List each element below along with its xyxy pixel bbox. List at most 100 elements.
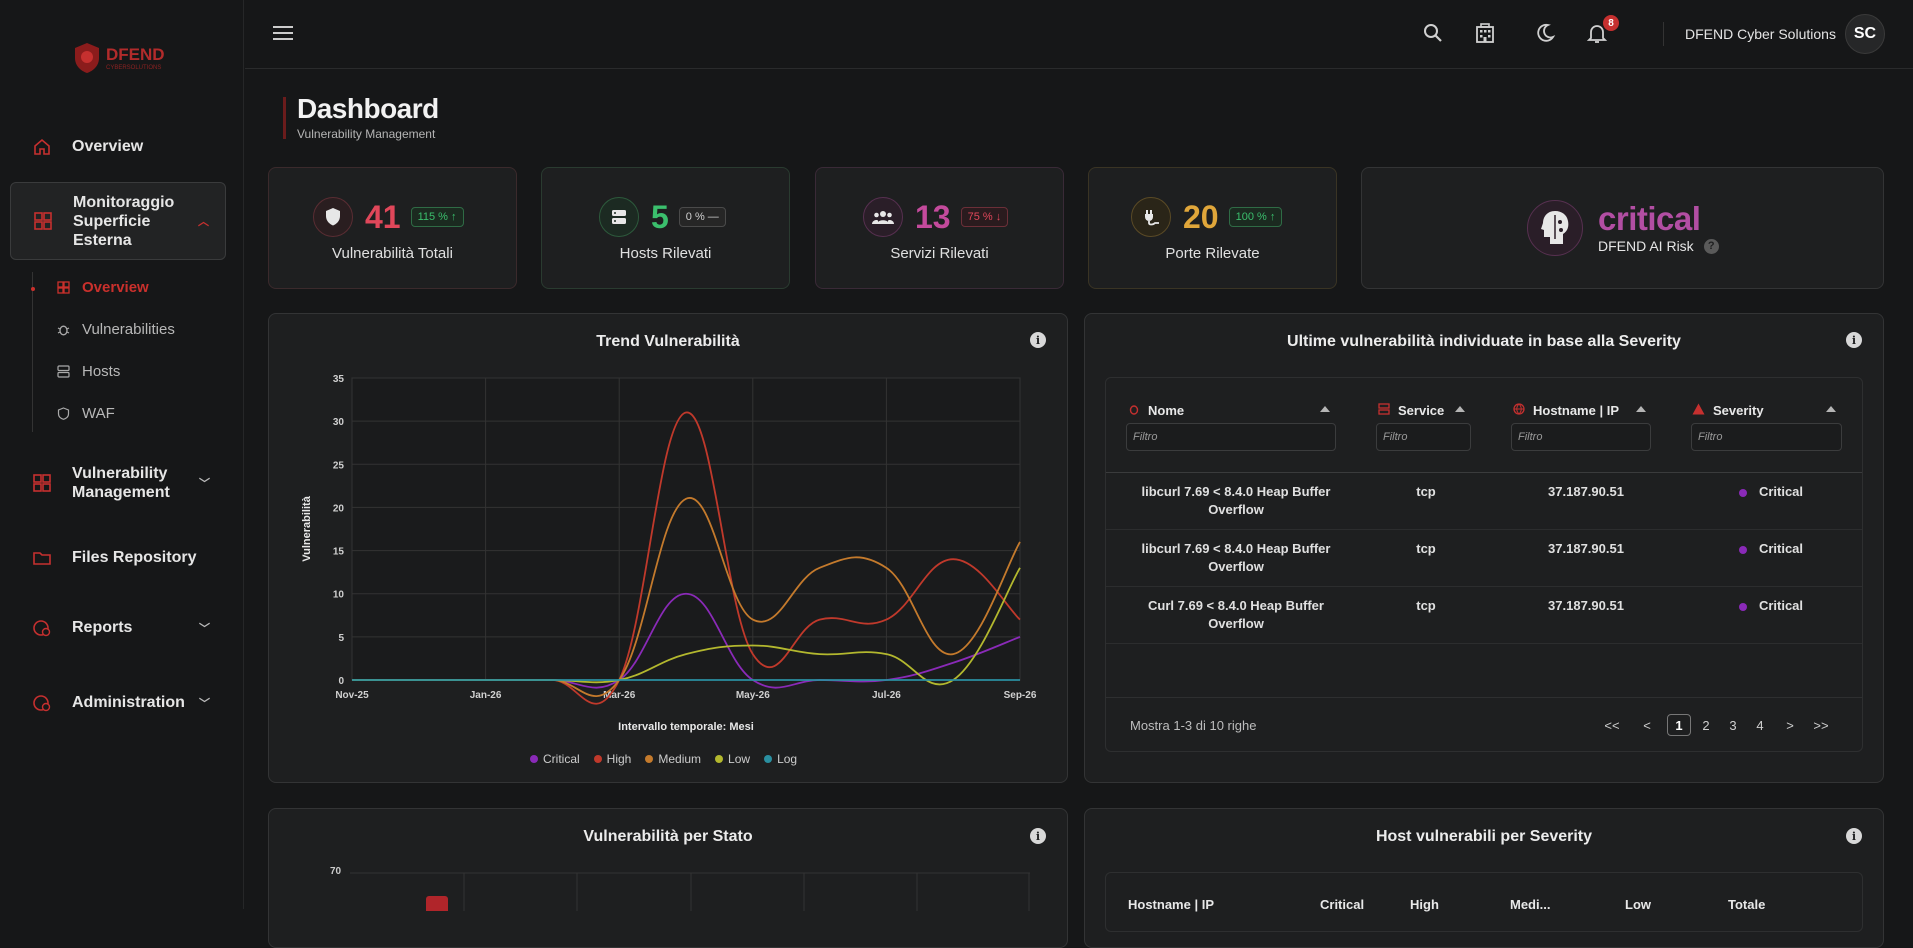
y-tick-label: 15 [333, 547, 345, 558]
cell-severity: Critical [1716, 483, 1826, 501]
stat-card-vulnerabilities[interactable] [268, 167, 517, 289]
cell-service: tcp [1416, 541, 1436, 556]
x-tick-label: Jul-26 [872, 690, 901, 701]
severity-label: Critical [1758, 541, 1804, 556]
col-header-hostname[interactable]: Hostname | IP [1513, 403, 1619, 418]
legend-item[interactable]: Low [715, 752, 750, 766]
subitem-label: Vulnerabilities [82, 321, 175, 338]
sidebar-item-vulnerability-management[interactable]: Vulnerability Management ﹀ [10, 463, 226, 503]
stat-card-ports[interactable] [1088, 167, 1337, 289]
sidebar-item-administration[interactable]: Administration ﹀ [10, 690, 226, 716]
header-divider [1106, 472, 1862, 473]
company-name[interactable]: DFEND Cyber Solutions [1685, 26, 1836, 42]
sort-asc-icon[interactable] [1320, 406, 1330, 412]
cell-name: libcurl 7.69 < 8.4.0 Heap Buffer Overflo… [1141, 541, 1331, 574]
col-header[interactable]: Critical [1320, 897, 1365, 912]
filter-service[interactable] [1376, 423, 1471, 451]
filter-nome[interactable] [1126, 423, 1336, 451]
info-icon[interactable]: i [1846, 828, 1862, 844]
info-icon[interactable]: i [1030, 332, 1046, 348]
trend-chart[interactable]: 0 5 10 15 20 25 30 35 Nov-25 Jan-26 Mar-26 May-26 Ju… [290, 365, 1050, 745]
sort-asc-icon[interactable] [1636, 406, 1646, 412]
stat-card-services[interactable] [815, 167, 1064, 289]
info-icon[interactable]: i [1846, 332, 1862, 348]
x-tick-label: Sep-26 [1004, 690, 1037, 701]
legend-item[interactable]: Log [764, 752, 797, 766]
sidebar-item-files-repository[interactable]: Files Repository [10, 545, 226, 571]
subitem-label: Hosts [82, 363, 121, 380]
filter-severity[interactable] [1691, 423, 1842, 451]
cell-service: tcp [1416, 484, 1436, 499]
bell-icon[interactable] [1586, 22, 1610, 46]
col-header-nome[interactable]: Nome [1128, 403, 1184, 418]
subitem-overview[interactable]: Overview [56, 279, 149, 296]
x-tick-label: Nov-25 [335, 690, 369, 701]
col-header[interactable]: Hostname | IP [1128, 897, 1214, 912]
building-icon[interactable] [1474, 22, 1498, 46]
divider [1663, 22, 1664, 46]
risk-card[interactable] [1361, 167, 1884, 289]
col-header[interactable]: Totale [1728, 897, 1766, 912]
stat-value: 20 [1183, 198, 1219, 235]
stat-delta: 115 % ↑ [410, 207, 464, 227]
page-button[interactable]: 4 [1756, 717, 1764, 733]
y-axis-label: Vulnerabilità [301, 495, 313, 561]
subitem-vulnerabilities[interactable]: Vulnerabilities [56, 321, 175, 338]
avatar[interactable]: SC [1845, 14, 1885, 54]
legend-item[interactable]: High [593, 752, 631, 766]
filter-hostname[interactable] [1511, 423, 1651, 451]
info-icon[interactable]: i [1030, 828, 1046, 844]
legend-item[interactable]: Critical [530, 752, 580, 766]
page-title: Dashboard [297, 93, 439, 124]
pagination-info: Mostra 1-3 di 10 righe [1130, 718, 1257, 733]
sidebar-item-overview[interactable]: Overview [10, 134, 226, 160]
col-header-service[interactable]: Service [1378, 403, 1444, 418]
risk-value: critical [1598, 200, 1701, 237]
status-chart[interactable] [350, 871, 1030, 911]
legend-swatch [764, 755, 773, 763]
subitem-hosts[interactable]: Hosts [56, 363, 120, 380]
sort-asc-icon[interactable] [1826, 406, 1836, 412]
latest-vulns-card [1084, 313, 1884, 783]
x-tick-label: May-26 [736, 690, 770, 701]
page-button[interactable]: 3 [1729, 717, 1737, 733]
report-icon [30, 616, 54, 640]
col-header[interactable]: Medi... [1510, 897, 1551, 912]
col-header[interactable]: High [1410, 897, 1439, 912]
stat-row: 41 115 % ↑ [313, 197, 464, 237]
stat-delta: 0 % — [678, 207, 726, 227]
col-header[interactable]: Low [1625, 897, 1651, 912]
x-tick-label: Mar-26 [603, 690, 636, 701]
help-icon[interactable]: ? [1703, 238, 1719, 254]
legend-swatch [715, 755, 724, 763]
subitem-waf[interactable]: WAF [56, 405, 115, 422]
dfend-logo[interactable]: DFEND CYBERSOLUTIONS [72, 38, 192, 78]
moon-icon[interactable] [1534, 22, 1558, 46]
admin-icon [30, 691, 54, 715]
page-button[interactable]: >> [1813, 717, 1829, 733]
sidebar-item-reports[interactable]: Reports ﹀ [10, 615, 226, 641]
table-row[interactable]: libcurl 7.69 < 8.4.0 Heap Buffer Overflo… [1106, 473, 1862, 530]
table-row[interactable]: libcurl 7.69 < 8.4.0 Heap Buffer Overflo… [1106, 530, 1862, 587]
page-button[interactable]: << [1604, 717, 1620, 733]
folder-icon [30, 546, 54, 570]
cell-severity: Critical [1716, 597, 1826, 615]
table-row[interactable]: Curl 7.69 < 8.4.0 Heap Buffer Overflow tc… [1106, 587, 1862, 644]
topbar [245, 0, 1913, 69]
legend-item[interactable]: Medium [645, 752, 701, 766]
page-button[interactable]: 2 [1702, 717, 1710, 733]
sort-asc-icon[interactable] [1455, 406, 1465, 412]
page-button[interactable]: 1 [1667, 714, 1691, 736]
page-button[interactable]: > [1786, 717, 1794, 733]
logo-text: DFEND [106, 45, 165, 64]
stat-row: 20 100 % ↑ [1131, 197, 1283, 237]
stat-card-hosts[interactable] [541, 167, 790, 289]
menu-toggle-icon[interactable] [273, 26, 293, 44]
globe-icon [1513, 403, 1525, 418]
chevron-down-icon: ﹀ [199, 478, 210, 490]
legend-label: Medium [658, 752, 702, 766]
page-button[interactable]: < [1643, 717, 1651, 733]
sidebar-item-monitoraggio[interactable]: Monitoraggio Superficie Esterna ︿ [10, 182, 226, 260]
col-header-severity[interactable]: Severity [1692, 403, 1764, 418]
search-icon[interactable] [1422, 22, 1446, 46]
